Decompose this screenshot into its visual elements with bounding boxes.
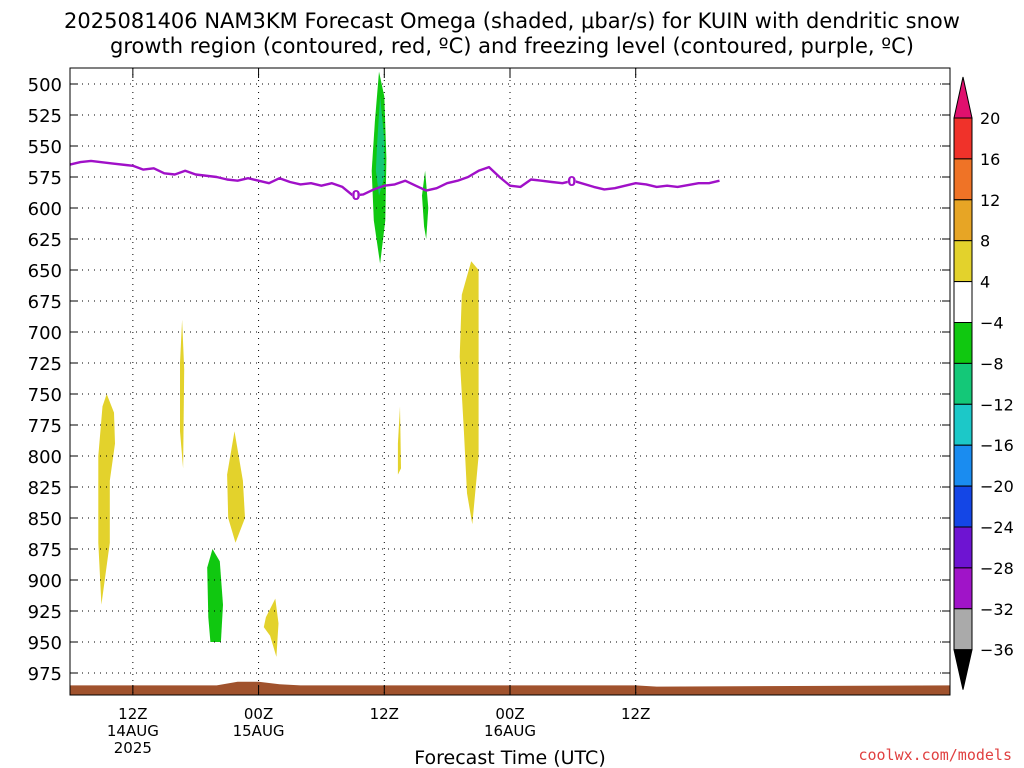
x-tick-label-2-0: 12Z	[370, 705, 399, 723]
omega-shade-2	[227, 431, 245, 543]
omega-shade-6	[207, 549, 223, 642]
colorbar-segment-1	[953, 117, 973, 160]
y-tick-label-925: 925	[28, 602, 62, 623]
y-tick-label-750: 750	[28, 385, 62, 406]
colorbar-label-7: −12	[980, 395, 1014, 414]
x-tick-label-3-0: 00Z	[495, 705, 524, 723]
colorbar-label-11: −28	[980, 559, 1014, 578]
omega-shade-9	[375, 96, 385, 196]
y-tick-label-900: 900	[28, 571, 62, 592]
colorbar-top-arrow	[953, 76, 973, 119]
omega-shade-8	[422, 170, 429, 239]
plot-area: 00	[69, 67, 951, 696]
colorbar-label-6: −8	[980, 354, 1004, 373]
omega-shade-4	[397, 406, 401, 475]
colorbar-segment-5	[953, 281, 973, 324]
colorbar-segment-10	[953, 485, 973, 528]
colorbar-label-5: −4	[980, 314, 1004, 333]
colorbar-label-0: 20	[980, 109, 1000, 128]
chart-title-line-2: growth region (contoured, red, ºC) and f…	[110, 34, 914, 58]
y-tick-label-950: 950	[28, 633, 62, 654]
y-tick-label-725: 725	[28, 354, 62, 375]
chart-title-line-1: 2025081406 NAM3KM Forecast Omega (shaded…	[64, 9, 960, 33]
y-tick-label-675: 675	[28, 292, 62, 313]
colorbar-segment-4	[953, 240, 973, 283]
colorbar: 20 16 12 8 4 −4 −8 −12 −16 −20 −24 −28 −32 −36	[953, 76, 1014, 690]
y-tick-label-775: 775	[28, 416, 62, 437]
y-tick-label-875: 875	[28, 540, 62, 561]
y-tick-label-975: 975	[28, 664, 62, 685]
y-tick-label-650: 650	[28, 261, 62, 282]
freezing-level-label-bg-0	[352, 188, 360, 202]
colorbar-label-2: 12	[980, 191, 1000, 210]
plot-background	[70, 68, 950, 695]
x-tick-label-1-1: 15AUG	[233, 722, 285, 740]
x-tick-label-4-0: 12Z	[621, 705, 650, 723]
omega-shade-0	[98, 394, 115, 605]
freezing-level-label-bg-1	[567, 173, 576, 187]
y-tick-label-850: 850	[28, 509, 62, 530]
colorbar-label-8: −16	[980, 436, 1014, 455]
colorbar-label-12: −32	[980, 600, 1014, 619]
y-tick-label-500: 500	[28, 75, 62, 96]
freezing-level-label-1: 0	[567, 175, 576, 190]
freezing-level-line	[69, 159, 720, 197]
y-axis: 500 525 550 575 600 625 650 675 700 725 750 775 800 8…	[28, 75, 950, 685]
colorbar-segment-2	[953, 158, 973, 201]
colorbar-label-13: −36	[980, 641, 1014, 660]
x-tick-label-0-2: 2025	[114, 739, 152, 757]
freezing-level-label-0: 0	[351, 189, 360, 204]
colorbar-label-1: 16	[980, 150, 1000, 169]
colorbar-label-3: 8	[980, 232, 990, 251]
omega-shade-1	[180, 319, 185, 469]
colorbar-segment-7	[953, 362, 973, 405]
colorbar-segment-11	[953, 526, 973, 569]
colorbar-label-4: 4	[980, 273, 990, 292]
colorbar-bottom-arrow	[953, 649, 973, 690]
y-tick-label-825: 825	[28, 478, 62, 499]
colorbar-segment-6	[953, 322, 973, 364]
x-tick-label-0-1: 14AUG	[107, 722, 159, 740]
x-axis-label: Forecast Time (UTC)	[414, 747, 605, 768]
x-tick-label-1-0: 00Z	[244, 705, 273, 723]
y-tick-label-525: 525	[28, 106, 62, 127]
omega-shade-5	[459, 261, 479, 525]
colorbar-segment-13	[953, 608, 973, 651]
x-tick-label-0-0: 12Z	[118, 705, 147, 723]
colorbar-segment-8	[953, 403, 973, 446]
colorbar-segment-3	[953, 199, 973, 242]
y-tick-label-700: 700	[28, 323, 62, 344]
colorbar-segment-9	[953, 444, 973, 487]
x-tick-label-3-1: 16AUG	[484, 722, 536, 740]
colorbar-label-9: −20	[980, 477, 1014, 496]
y-tick-label-575: 575	[28, 168, 62, 189]
watermark: coolwx.com/models	[858, 746, 1012, 764]
y-tick-label-550: 550	[28, 137, 62, 158]
y-tick-label-800: 800	[28, 447, 62, 468]
colorbar-label-10: −24	[980, 518, 1014, 537]
y-tick-label-600: 600	[28, 199, 62, 220]
y-tick-label-625: 625	[28, 230, 62, 251]
colorbar-segment-12	[953, 567, 973, 610]
